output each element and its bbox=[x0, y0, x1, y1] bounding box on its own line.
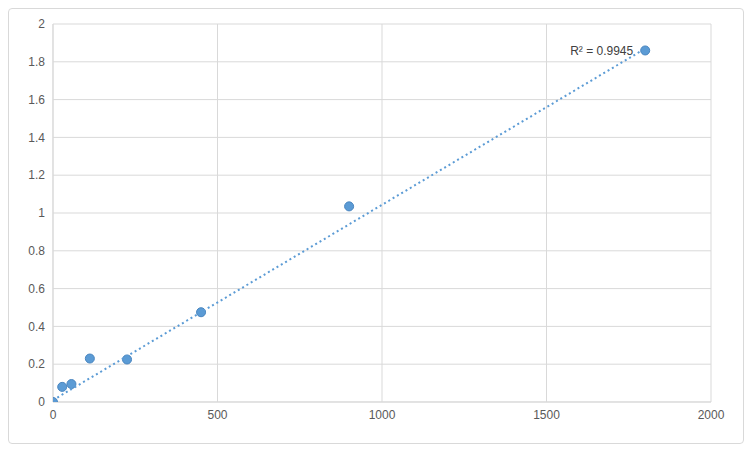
svg-text:2000: 2000 bbox=[698, 408, 725, 422]
svg-text:1.6: 1.6 bbox=[28, 93, 45, 107]
svg-text:1: 1 bbox=[38, 206, 45, 220]
svg-text:1.4: 1.4 bbox=[28, 131, 45, 145]
svg-text:0.4: 0.4 bbox=[28, 320, 45, 334]
svg-text:R² = 0.9945: R² = 0.9945 bbox=[570, 44, 633, 58]
svg-text:0: 0 bbox=[38, 395, 45, 409]
svg-text:1000: 1000 bbox=[369, 408, 396, 422]
svg-text:0.8: 0.8 bbox=[28, 244, 45, 258]
svg-text:0.2: 0.2 bbox=[28, 357, 45, 371]
svg-text:1500: 1500 bbox=[533, 408, 560, 422]
svg-text:2: 2 bbox=[38, 17, 45, 31]
svg-text:1.2: 1.2 bbox=[28, 168, 45, 182]
svg-text:1.8: 1.8 bbox=[28, 55, 45, 69]
svg-text:0: 0 bbox=[50, 408, 57, 422]
svg-text:500: 500 bbox=[207, 408, 227, 422]
svg-text:0.6: 0.6 bbox=[28, 282, 45, 296]
